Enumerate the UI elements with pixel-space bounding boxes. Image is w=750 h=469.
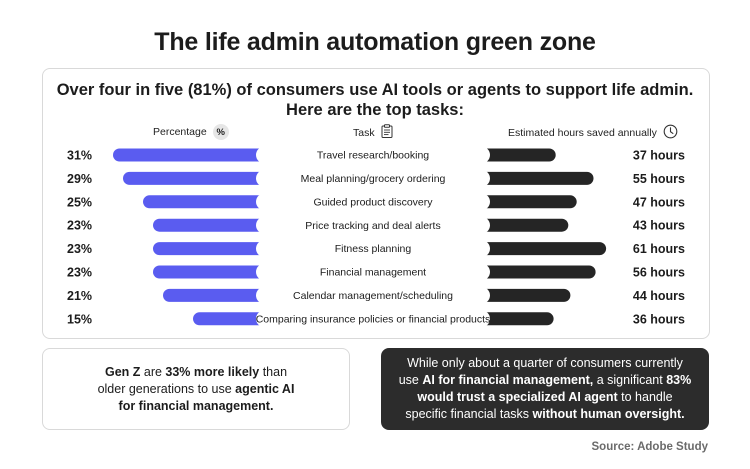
percentage-label: 23% [67, 266, 92, 280]
hours-label: 47 hours [633, 195, 685, 209]
callout-emphasis-text: AI for financial management, [422, 373, 594, 387]
percentage-label: 15% [67, 312, 92, 326]
percentage-header: Percentage % [153, 124, 229, 140]
hours-bar [478, 312, 554, 326]
task-label: Calendar management/scheduling [293, 290, 453, 302]
hours-label: 44 hours [633, 289, 685, 303]
task-label: Financial management [320, 267, 426, 279]
task-label: Comparing insurance policies or financia… [256, 313, 491, 325]
financial-trust-callout: While only about a quarter of consumers … [381, 348, 709, 430]
task-label-pill [256, 216, 490, 234]
hours-header: Estimated hours saved annually [508, 124, 678, 142]
hours-bar [478, 265, 596, 279]
source-note: Source: Adobe Study [591, 441, 709, 453]
financial-trust-callout-text: While only about a quarter of consumers … [397, 355, 693, 423]
percentage-bar [143, 195, 268, 209]
callout-text: to handle specific financial tasks [405, 390, 673, 421]
hours-label: 56 hours [633, 266, 685, 280]
hours-label: 61 hours [633, 242, 685, 256]
task-label-pill [256, 263, 490, 281]
task-label: Fitness planning [335, 243, 412, 255]
percentage-bar [163, 288, 268, 302]
percentage-bar [113, 148, 268, 162]
hours-label: 55 hours [633, 172, 685, 186]
percentage-bar [123, 171, 268, 185]
gen-z-callout: Gen Z are 33% more likely than older gen… [42, 348, 350, 430]
task-label-pill [256, 310, 490, 328]
gen-z-callout-text: Gen Z are 33% more likely than older gen… [96, 364, 296, 415]
task-label-pill [256, 240, 490, 258]
callout-emphasis-text: Gen Z [104, 364, 141, 379]
task-label: Meal planning/grocery ordering [301, 173, 446, 185]
task-label: Price tracking and deal alerts [305, 220, 440, 232]
callout-emphasis-text: agentic AI for financial management. [118, 381, 295, 413]
clock-icon [663, 124, 678, 142]
percentage-bar [193, 312, 268, 326]
hours-bar [478, 288, 571, 302]
percentage-label: 23% [67, 242, 92, 256]
percentage-label: 31% [67, 149, 92, 163]
task-label: Guided product discovery [313, 196, 433, 208]
hours-header-label: Estimated hours saved annually [508, 127, 657, 139]
callout-emphasis-text: without human oversight. [532, 407, 685, 421]
callout-emphasis-text: 83% would trust a specialized AI agent [417, 373, 692, 404]
task-label-pill [256, 193, 490, 211]
hours-label: 36 hours [633, 312, 685, 326]
hours-bar [478, 218, 569, 232]
task-label: Travel research/booking [317, 150, 429, 162]
hours-label: 43 hours [633, 219, 685, 233]
percentage-label: 29% [67, 172, 92, 186]
percentage-header-label: Percentage [153, 126, 207, 138]
task-header-label: Task [353, 126, 375, 139]
percentage-bar [153, 218, 268, 232]
hours-label: 37 hours [633, 149, 685, 163]
hours-bar [478, 242, 607, 256]
percentage-label: 21% [67, 289, 92, 303]
percent-icon: % [212, 124, 229, 140]
hours-bar [478, 148, 556, 162]
task-label-pill [256, 169, 490, 187]
task-header: Task [353, 124, 393, 141]
callout-text: a significant [593, 373, 667, 387]
callout-text: are [140, 364, 166, 379]
percentage-label: 23% [67, 219, 92, 233]
percentage-bar [153, 242, 268, 256]
task-label-pill [256, 286, 490, 304]
infographic-title: The life admin automation green zone [154, 28, 596, 56]
hours-bar [478, 195, 577, 209]
hours-bar [478, 171, 594, 185]
task-label-pill [256, 146, 490, 164]
percentage-bar [153, 265, 268, 279]
callout-text: than older generations to use [97, 364, 288, 396]
callout-emphasis-text: 33% more likely [165, 364, 260, 379]
callout-text: While only about a quarter of consumers … [398, 356, 683, 387]
percentage-label: 25% [67, 195, 92, 209]
clipboard-icon [381, 124, 393, 141]
chart-subtitle: Over four in five (81%) of consumers use… [56, 81, 694, 119]
